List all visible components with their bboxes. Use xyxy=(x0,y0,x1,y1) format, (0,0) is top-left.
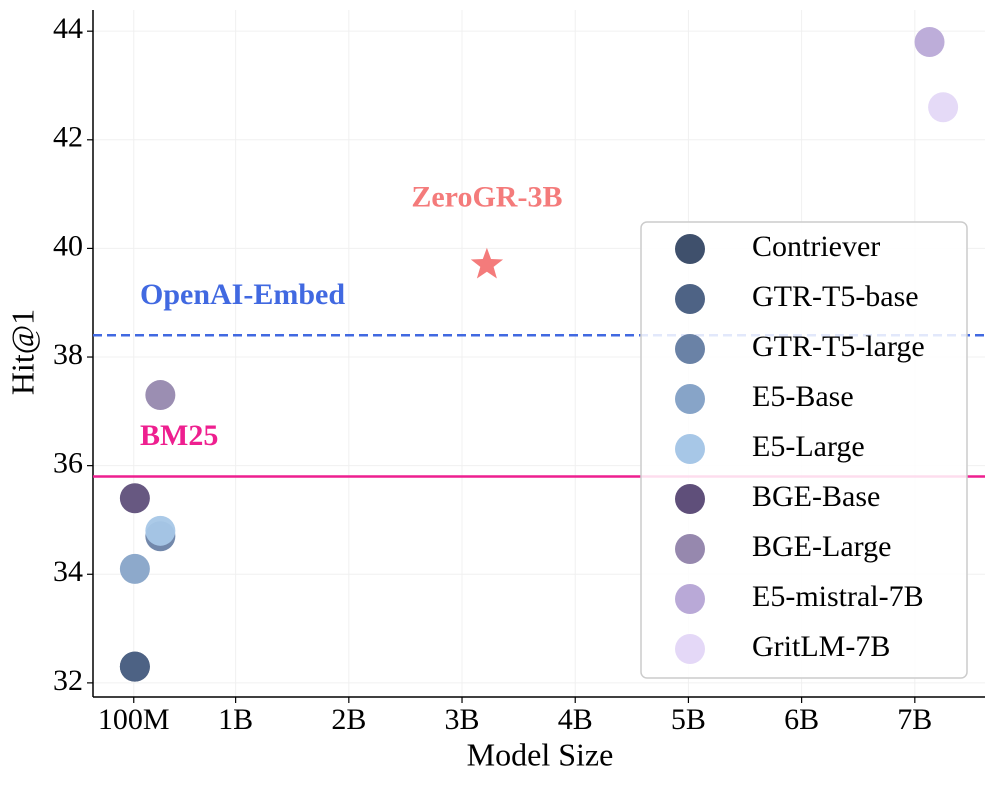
legend-marker xyxy=(675,634,705,664)
x-tick-label: 7B xyxy=(897,703,932,736)
legend-label: BGE-Base xyxy=(752,480,880,513)
data-point xyxy=(145,515,176,546)
x-tick-label: 2B xyxy=(331,703,366,736)
x-axis-label: Model Size xyxy=(467,736,614,772)
y-axis-label: Hit@1 xyxy=(4,309,40,395)
legend-marker xyxy=(675,234,705,264)
y-tick-label: 34 xyxy=(53,555,83,588)
legend-marker xyxy=(675,384,705,414)
legend-label: E5-mistral-7B xyxy=(752,580,924,613)
legend-label: Contriever xyxy=(752,230,880,263)
legend-box xyxy=(640,221,968,679)
legend-label: GTR-T5-base xyxy=(752,280,919,313)
legend-marker xyxy=(675,484,705,514)
y-tick-label: 40 xyxy=(53,229,83,262)
reference-label: BM25 xyxy=(140,419,218,452)
legend-marker xyxy=(675,534,705,564)
data-point xyxy=(119,483,150,514)
legend-label: E5-Large xyxy=(752,430,865,463)
legend-label: E5-Base xyxy=(752,380,854,413)
data-point xyxy=(119,651,150,682)
data-point xyxy=(914,27,945,58)
legend-marker xyxy=(675,584,705,614)
legend-label: GTR-T5-large xyxy=(752,330,925,363)
x-tick-label: 1B xyxy=(218,703,253,736)
y-tick-label: 32 xyxy=(53,664,83,697)
x-tick-label: 5B xyxy=(671,703,706,736)
reference-label: OpenAI-Embed xyxy=(140,278,345,311)
legend-label: GritLM-7B xyxy=(752,630,890,663)
data-point xyxy=(145,380,176,411)
legend-marker xyxy=(675,434,705,464)
data-point xyxy=(928,92,959,123)
x-tick-label: 6B xyxy=(784,703,819,736)
legend: Contriever GTR-T5-base GTR-T5-large E5-Base… xyxy=(640,221,968,679)
legend-marker xyxy=(675,334,705,364)
legend-marker xyxy=(675,284,705,314)
y-tick-label: 42 xyxy=(53,121,83,154)
y-tick-label: 36 xyxy=(53,447,83,480)
y-tick-label: 38 xyxy=(53,338,83,371)
y-tick-label: 44 xyxy=(53,12,83,45)
legend-label: BGE-Large xyxy=(752,530,891,563)
x-tick-label: 4B xyxy=(558,703,593,736)
x-tick-label: 100M xyxy=(98,703,170,736)
data-point xyxy=(119,553,150,584)
highlight-label: ZeroGR-3B xyxy=(411,181,562,214)
highlight-star xyxy=(470,247,504,279)
x-tick-label: 3B xyxy=(445,703,480,736)
